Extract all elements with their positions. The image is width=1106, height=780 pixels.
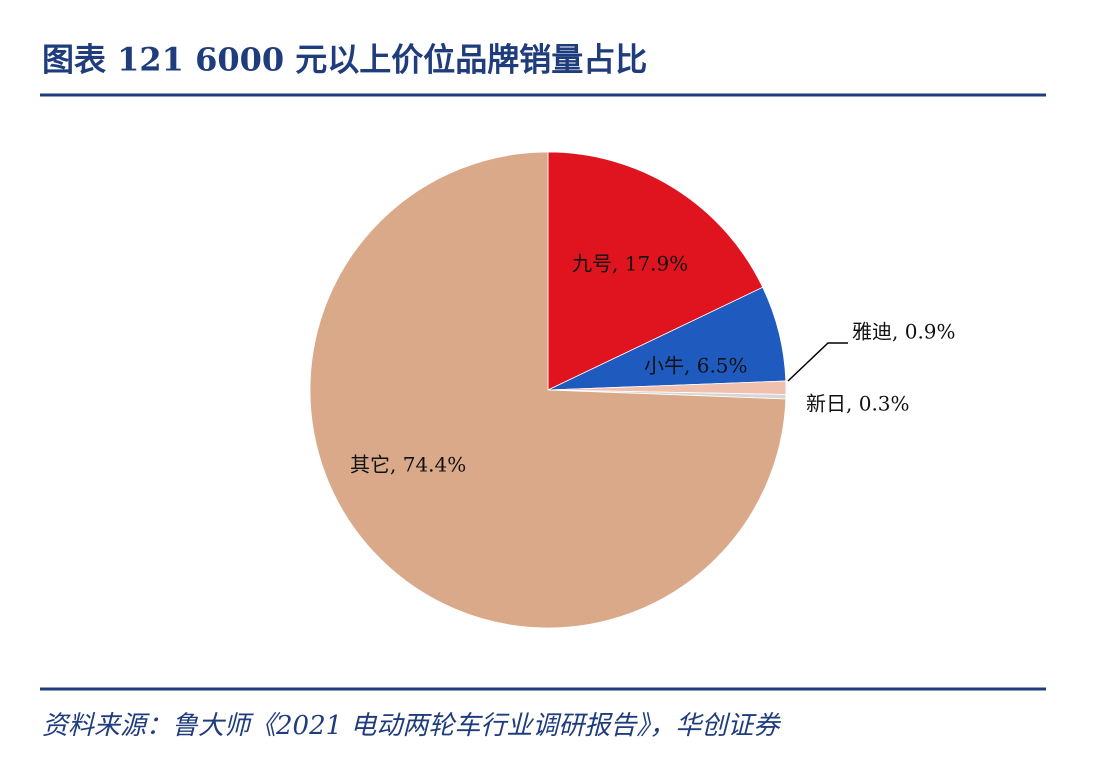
leader-line (787, 342, 848, 382)
slice-label: 雅迪, 0.9% (852, 320, 956, 344)
pie: 九号, 17.9% 小牛, 6.5% 雅迪, 0.9% 新日, 0.3% 其它, 74.… (309, 151, 956, 629)
slice-label: 新日, 0.3% (806, 392, 910, 416)
source-note: 资料来源：鲁大师《2021 电动两轮车行业调研报告》，华创证券 (42, 711, 781, 741)
pie-slice (547, 151, 764, 391)
slice-label: 其它, 74.4% (350, 453, 466, 477)
chart-title: 图表 121 6000 元以上价位品牌销量占比 (42, 41, 647, 79)
slice-label: 九号, 17.9% (572, 252, 688, 276)
slice-label: 小牛, 6.5% (644, 354, 748, 378)
pie-slice (309, 151, 787, 629)
